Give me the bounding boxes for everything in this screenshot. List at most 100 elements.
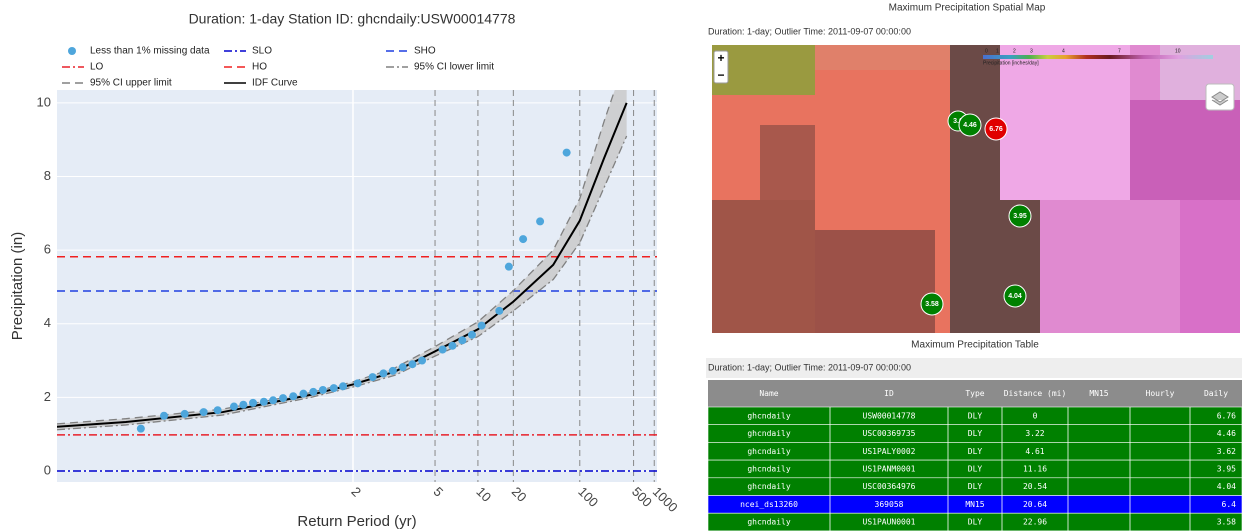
data-point — [289, 392, 298, 401]
data-point — [398, 363, 407, 372]
table-cell: ghcndaily — [747, 411, 791, 420]
data-point — [329, 384, 338, 393]
data-point — [495, 306, 504, 315]
table-cell: 3.62 — [1217, 447, 1236, 456]
data-point — [368, 373, 377, 382]
legend-marker — [68, 47, 76, 55]
table-cell: DLY — [968, 447, 983, 456]
data-point — [438, 345, 447, 354]
table-header — [708, 380, 1242, 407]
zoom-out-button[interactable]: − — [717, 68, 724, 82]
map-tile — [1180, 200, 1240, 333]
chart-title: Duration: 1-day Station ID: ghcndaily:US… — [189, 11, 516, 27]
map-legend-title: Precipitation [inches/day] — [983, 60, 1039, 66]
table-cell: 369058 — [875, 500, 904, 509]
map[interactable]: 0 1 2 3 4 7 10 Precipitation [inches/day… — [712, 45, 1240, 333]
table-cell: 4.61 — [1025, 447, 1044, 456]
table-cell: ghcndaily — [747, 429, 791, 438]
table-cell: ncei_ds13260 — [740, 500, 798, 509]
data-point — [299, 389, 308, 398]
map-marker-label: 3.6 — [953, 118, 963, 125]
column-header: MN15 — [1089, 389, 1108, 398]
table-cell: US1PAUN0001 — [863, 518, 916, 527]
map-marker[interactable] — [1008, 204, 1032, 228]
table-cell: MN15 — [965, 500, 984, 509]
column-header: Type — [965, 389, 984, 398]
zoom-control — [713, 50, 729, 84]
series-line — [57, 135, 628, 431]
series-line — [57, 102, 628, 428]
table-cell: 20.54 — [1023, 482, 1047, 491]
map-tile — [935, 260, 950, 333]
map-marker-label: 4.04 — [1008, 293, 1022, 300]
table-cell: 3.95 — [1217, 464, 1236, 473]
data-point — [180, 409, 189, 418]
table-cell: 4.04 — [1217, 482, 1236, 491]
table-cell: 22.96 — [1023, 518, 1047, 527]
data-point — [388, 366, 397, 375]
data-point — [379, 369, 388, 378]
table-subtitle-bar — [706, 358, 1242, 378]
data-point — [458, 336, 467, 345]
table-cell: USW00014778 — [863, 411, 916, 420]
table-cell: DLY — [968, 411, 983, 420]
map-marker[interactable] — [920, 292, 944, 316]
map-marker[interactable] — [984, 117, 1008, 141]
y-tick-label: 6 — [44, 242, 51, 257]
table-cell: DLY — [968, 464, 983, 473]
data-point — [259, 397, 268, 406]
data-point — [279, 394, 288, 403]
column-header: Name — [759, 389, 778, 398]
series-line — [57, 90, 616, 425]
legend-label: 95% CI lower limit — [414, 62, 494, 73]
y-axis-label: Precipitation (in) — [9, 232, 26, 340]
x-tick-label: 100 — [575, 484, 601, 510]
map-tile — [950, 45, 1000, 333]
plot — [57, 90, 657, 482]
data-point — [248, 398, 257, 407]
data-point — [519, 235, 528, 244]
x-axis-label: Return Period (yr) — [297, 513, 416, 530]
map-legend-labels: 0 1 2 3 4 7 10 Precipitation [inches/day… — [983, 48, 1181, 66]
map-marker[interactable] — [1003, 284, 1027, 308]
data-point — [269, 396, 278, 405]
data-point — [562, 148, 571, 157]
data-point — [467, 330, 476, 339]
table-cell: ghcndaily — [747, 518, 791, 527]
zoom-in-button[interactable]: + — [717, 51, 724, 65]
legend-label: LO — [90, 62, 104, 73]
map-marker[interactable] — [958, 113, 982, 137]
table-title: Maximum Precipitation Table — [911, 340, 1039, 351]
legend-label: IDF Curve — [252, 78, 298, 89]
table-cell: USC00369735 — [863, 429, 916, 438]
table-cell: DLY — [968, 429, 983, 438]
y-tick-label: 8 — [44, 168, 51, 183]
column-header: Hourly — [1146, 389, 1175, 398]
x-tick-label: 5 — [430, 484, 446, 500]
data-point — [504, 262, 513, 271]
table-cell: ghcndaily — [747, 447, 791, 456]
table: Name ID Type Distance (mi) MN15 Hourly Daily gh… — [707, 380, 1242, 531]
map-subtitle: Duration: 1-day; Outlier Time: 2011-09-0… — [708, 26, 911, 36]
table-cell: US1PALY0002 — [863, 447, 916, 456]
map-title: Maximum Precipitation Spatial Map — [889, 3, 1046, 14]
data-point — [136, 424, 145, 433]
map-legend-label: 0 — [985, 48, 988, 54]
data-point — [418, 356, 427, 365]
map-legend-label: 10 — [1175, 48, 1181, 54]
data-point — [339, 382, 348, 391]
layers-icon — [1211, 91, 1229, 106]
table-cell: 4.46 — [1217, 429, 1236, 438]
map-marker-label: 4.46 — [963, 122, 977, 129]
legend-label: HO — [252, 62, 267, 73]
table-cell: ghcndaily — [747, 464, 791, 473]
data-point — [213, 406, 222, 415]
map-legend-label: 1 — [996, 48, 999, 54]
data-point — [353, 379, 362, 388]
table-cell: 6.76 — [1217, 411, 1236, 420]
map-legend-label: 3 — [1030, 48, 1033, 54]
data-point — [318, 385, 327, 394]
y-tick-label: 0 — [44, 462, 51, 477]
